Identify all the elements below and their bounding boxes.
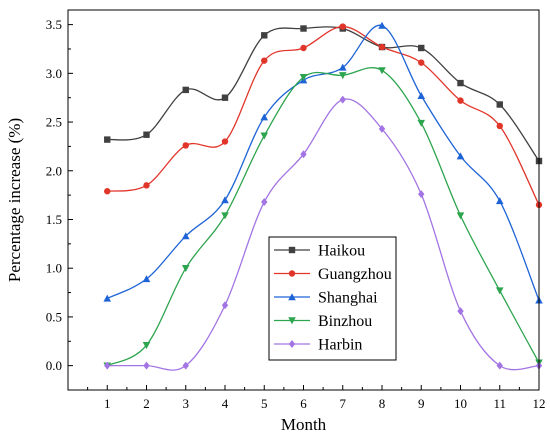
x-tick-label: 2 — [143, 396, 150, 411]
legend-marker-haikou — [288, 246, 296, 254]
x-tick-label: 11 — [493, 396, 506, 411]
data-point-shanghai — [221, 196, 229, 204]
x-tick-label: 4 — [222, 396, 229, 411]
data-point-harbin — [378, 124, 386, 133]
data-point-binzhou — [299, 74, 308, 82]
data-point-shanghai — [103, 294, 112, 302]
data-point-guangzhou — [182, 142, 189, 149]
data-point-binzhou — [142, 341, 151, 349]
data-point-guangzhou — [418, 59, 425, 66]
y-axis-title: Percentage increase (%) — [5, 118, 24, 282]
data-point-haikou — [221, 94, 229, 101]
data-point-haikou — [261, 32, 268, 39]
y-tick-label: 3.5 — [46, 17, 62, 32]
y-tick-label: 0.0 — [46, 358, 62, 373]
y-axis-ticks: 0.0 0.5 1.0 1.5 2.0 2.5 3.0 3.5 — [46, 17, 73, 373]
legend-label-harbin: Harbin — [318, 337, 362, 354]
data-point-guangzhou — [339, 23, 346, 30]
legend: Haikou Guangzhou Shanghai Binzhou Harbin — [268, 236, 397, 361]
legend-label-haikou: Haikou — [318, 243, 365, 260]
series-line-binzhou — [106, 67, 540, 367]
data-point-binzhou — [378, 67, 386, 75]
data-point-guangzhou — [300, 44, 307, 52]
x-tick-label: 12 — [533, 396, 546, 411]
x-tick-label: 6 — [300, 396, 307, 411]
data-point-guangzhou — [261, 57, 268, 64]
data-point-harbin — [339, 95, 346, 104]
series-markers — [103, 21, 543, 370]
legend-label-guangzhou: Guangzhou — [318, 266, 392, 283]
data-point-haikou — [457, 79, 464, 87]
data-point-binzhou — [495, 287, 504, 295]
data-point-haikou — [418, 44, 425, 52]
data-point-guangzhou — [104, 188, 111, 195]
data-point-binzhou — [417, 119, 426, 127]
data-point-binzhou — [456, 212, 465, 220]
legend-marker-binzhou — [288, 317, 296, 325]
data-point-guangzhou — [378, 43, 386, 51]
y-tick-label: 1.5 — [46, 212, 62, 227]
data-point-shanghai — [338, 63, 347, 71]
data-point-shanghai — [378, 21, 386, 29]
series-line-guangzhou — [107, 25, 540, 206]
x-tick-label: 3 — [183, 396, 190, 411]
data-point-harbin — [104, 361, 111, 370]
data-point-shanghai — [142, 275, 151, 283]
data-point-shanghai — [181, 232, 190, 240]
data-point-harbin — [143, 361, 150, 370]
legend-marker-harbin — [288, 340, 296, 348]
x-axis-ticks: 1 2 3 4 5 6 7 8 9 10 11 12 — [67, 385, 546, 411]
x-tick-label: 1 — [104, 396, 111, 411]
data-point-harbin — [496, 361, 503, 370]
data-point-haikou — [496, 101, 503, 108]
y-tick-label: 2.5 — [46, 115, 62, 130]
x-tick-label: 5 — [261, 396, 268, 411]
data-point-haikou — [104, 136, 111, 143]
data-point-harbin — [457, 307, 464, 316]
data-point-haikou — [182, 86, 189, 94]
data-point-guangzhou — [221, 138, 229, 145]
y-tick-label: 2.0 — [46, 163, 62, 178]
data-point-binzhou — [338, 72, 347, 80]
series-line-haikou — [107, 26, 540, 162]
legend-marker-guangzhou — [288, 270, 296, 277]
data-point-guangzhou — [496, 122, 503, 130]
x-tick-label: 9 — [418, 396, 425, 411]
data-point-shanghai — [495, 197, 504, 205]
data-point-binzhou — [181, 265, 190, 273]
data-point-haikou — [300, 25, 307, 32]
data-point-harbin — [261, 197, 268, 206]
y-tick-label: 1.0 — [46, 261, 62, 276]
y-tick-label: 0.5 — [46, 309, 62, 324]
y-tick-label: 3.0 — [46, 66, 62, 81]
data-point-shanghai — [417, 91, 426, 99]
x-axis-title: Month — [281, 415, 327, 434]
x-tick-label: 8 — [379, 396, 386, 411]
data-point-harbin — [182, 361, 189, 370]
data-point-shanghai — [456, 152, 465, 160]
data-point-harbin — [300, 150, 307, 159]
data-point-shanghai — [260, 113, 269, 121]
legend-label-shanghai: Shanghai — [318, 290, 378, 307]
legend-marker-shanghai — [288, 293, 296, 301]
x-tick-label: 7 — [340, 396, 347, 411]
legend-label-binzhou: Binzhou — [318, 313, 372, 330]
data-point-binzhou — [221, 212, 229, 220]
x-tick-label: 10 — [454, 396, 467, 411]
data-point-harbin — [418, 190, 425, 199]
data-point-haikou — [143, 131, 150, 138]
data-point-guangzhou — [457, 97, 464, 104]
data-point-guangzhou — [143, 182, 150, 189]
data-point-binzhou — [260, 132, 269, 140]
data-point-harbin — [221, 301, 229, 310]
